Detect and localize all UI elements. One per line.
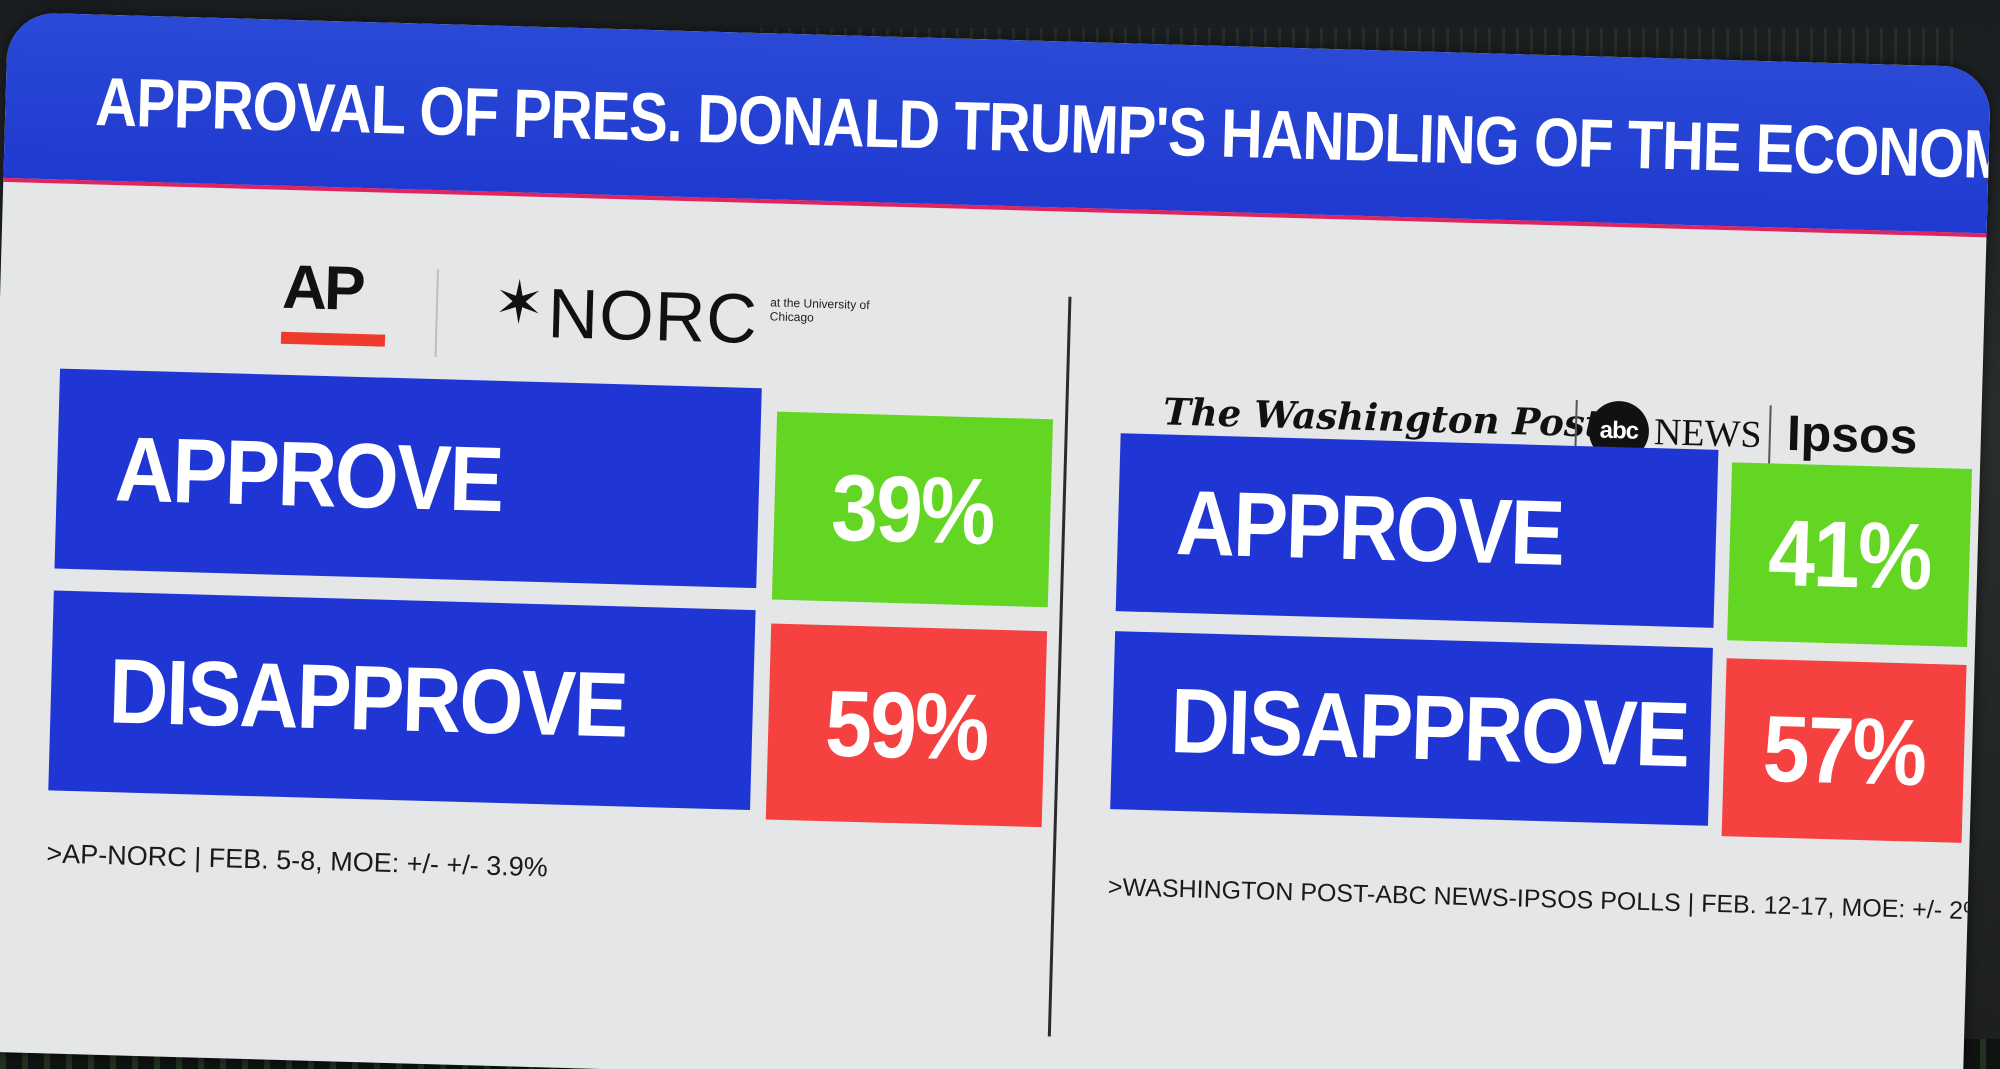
left-disapprove-label: DISAPPROVE [48, 590, 756, 811]
logo-divider [1768, 405, 1772, 466]
right-footnote: >WASHINGTON POST-ABC NEWS-IPSOS POLLS | … [1107, 873, 1986, 926]
right-disapprove-label: DISAPPROVE [1110, 631, 1713, 826]
left-approve-label: APPROVE [54, 368, 762, 589]
logo-divider [434, 269, 439, 358]
right-disapprove-value: 57% [1721, 658, 1967, 843]
right-approve-value: 41% [1727, 462, 1973, 647]
left-disapprove-value: 59% [765, 623, 1048, 828]
ap-logo: AP [281, 252, 364, 324]
norc-logo: NORC [546, 274, 759, 359]
graphic-title: APPROVAL OF PRES. DONALD TRUMP'S HANDLIN… [94, 63, 1992, 195]
left-approve-value: 39% [771, 411, 1054, 608]
norc-logo-subtitle: at the University of Chicago [769, 295, 870, 325]
norc-star-icon: ✶ [493, 268, 546, 338]
left-footnote: >AP-NORC | FEB. 5-8, MOE: +/- +/- 3.9% [46, 838, 549, 883]
broadcast-graphic: APPROVAL OF PRES. DONALD TRUMP'S HANDLIN… [0, 12, 1992, 1069]
ipsos-logo: Ipsos [1786, 404, 1919, 465]
center-divider [1047, 296, 1072, 1037]
ap-logo-underline [280, 331, 386, 347]
right-approve-label: APPROVE [1115, 433, 1719, 628]
